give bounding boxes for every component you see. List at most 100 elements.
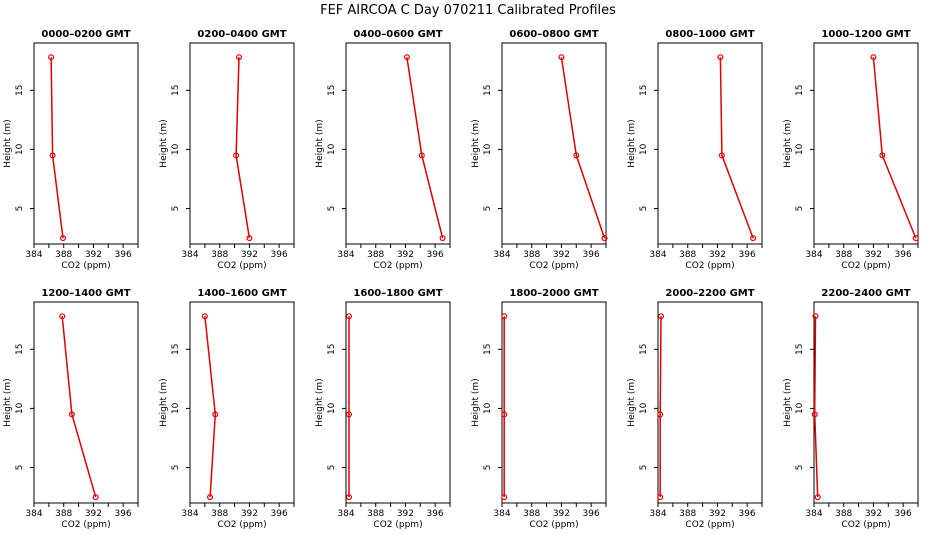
x-tick-label: 388 [835, 250, 852, 260]
y-tick-label: 10 [795, 402, 805, 414]
data-point [345, 494, 352, 501]
profile-line [813, 316, 819, 498]
data-point [59, 235, 66, 242]
panel-title: 0200–0400 GMT [197, 29, 286, 40]
data-point [912, 235, 919, 242]
data-point [345, 313, 352, 320]
panel-title: 1000–1200 GMT [821, 29, 910, 40]
x-tick-label: 396 [115, 250, 132, 260]
panel: 0000–0200 GMT 384 388 392 396 5 10 15 CO2 (ppm) H… [3, 29, 139, 271]
panel: 1400–1600 GMT 384 388 392 396 5 10 15 CO2 (ppm) H… [159, 288, 295, 530]
data-point [439, 235, 446, 242]
x-tick-label: 388 [523, 250, 540, 260]
x-tick-label: 388 [367, 509, 384, 519]
y-tick-label: 15 [327, 85, 337, 96]
figure-title: FEF AIRCOA C Day 070211 Calibrated Profi… [320, 3, 616, 18]
y-tick-label: 5 [327, 465, 337, 471]
x-tick-label: 384 [337, 250, 354, 260]
y-tick-label: 15 [171, 344, 181, 355]
x-axis-label: CO2 (ppm) [685, 261, 734, 271]
data-point [48, 54, 55, 61]
y-tick-label: 5 [639, 465, 649, 471]
data-point [657, 313, 664, 320]
profile-line [560, 57, 606, 239]
panel: 2200–2400 GMT 384 388 392 396 5 10 15 CO2 (ppm) H… [783, 288, 919, 530]
panel-title: 0000–0200 GMT [41, 29, 130, 40]
x-tick-label: 388 [523, 509, 540, 519]
data-point [212, 411, 219, 418]
data-point [814, 494, 821, 501]
panel-title: 1400–1600 GMT [197, 288, 286, 299]
y-tick-label: 15 [483, 85, 493, 96]
plot-frame [345, 42, 451, 245]
panel: 0200–0400 GMT 384 388 392 396 5 10 15 CO2 (ppm) H… [159, 29, 295, 271]
x-tick-label: 392 [397, 250, 414, 260]
y-tick-label: 5 [795, 465, 805, 471]
y-tick-label: 5 [171, 206, 181, 212]
data-point [49, 152, 56, 159]
data-point [207, 494, 214, 501]
data-point [879, 152, 886, 159]
x-tick-label: 388 [367, 250, 384, 260]
x-axis-label: CO2 (ppm) [841, 261, 890, 271]
x-tick-label: 384 [25, 509, 42, 519]
x-axis-label: CO2 (ppm) [373, 261, 422, 271]
y-tick-label: 15 [15, 344, 25, 355]
x-axis-label: CO2 (ppm) [529, 520, 578, 530]
data-point [717, 54, 724, 61]
y-tick-label: 10 [171, 143, 181, 155]
panel: 1200–1400 GMT 384 388 392 396 5 10 15 CO2 (ppm) H… [3, 288, 139, 530]
y-tick-label: 15 [795, 85, 805, 96]
y-tick-label: 10 [15, 402, 25, 414]
x-tick-label: 388 [679, 250, 696, 260]
y-tick-label: 10 [15, 143, 25, 155]
x-tick-label: 384 [181, 509, 198, 519]
y-tick-label: 15 [15, 85, 25, 96]
x-axis-label: CO2 (ppm) [61, 520, 110, 530]
y-tick-label: 10 [327, 143, 337, 155]
data-point [718, 152, 725, 159]
data-point [501, 411, 508, 418]
data-point [68, 411, 75, 418]
panel-title: 2200–2400 GMT [821, 288, 910, 299]
x-tick-label: 396 [895, 509, 912, 519]
x-tick-label: 392 [85, 250, 102, 260]
profile-line [235, 57, 251, 239]
x-tick-label: 388 [679, 509, 696, 519]
panel: 0600–0800 GMT 384 388 392 396 5 10 15 CO2 (ppm) H… [471, 29, 608, 271]
x-axis-label: CO2 (ppm) [61, 261, 110, 271]
data-point [233, 152, 240, 159]
data-point [92, 494, 99, 501]
profile-line [659, 316, 662, 498]
x-tick-label: 388 [55, 509, 72, 519]
y-tick-label: 15 [639, 344, 649, 355]
panel-title: 0800–1000 GMT [665, 29, 754, 40]
y-tick-label: 15 [639, 85, 649, 96]
panel: 2000–2200 GMT 384 388 392 396 5 10 15 CO2 (ppm) H… [627, 288, 763, 530]
y-tick-label: 5 [327, 206, 337, 212]
x-tick-label: 384 [805, 509, 822, 519]
x-tick-label: 396 [427, 509, 444, 519]
y-axis-label: Height (m) [315, 378, 325, 426]
panel-title: 0600–0800 GMT [509, 29, 598, 40]
y-tick-label: 10 [483, 402, 493, 414]
plot-frame [33, 42, 139, 245]
y-tick-label: 15 [483, 344, 493, 355]
x-tick-label: 392 [397, 509, 414, 519]
y-tick-label: 10 [171, 402, 181, 414]
plot-frame [813, 301, 919, 504]
x-tick-label: 388 [835, 509, 852, 519]
plot-frame [813, 42, 919, 245]
x-tick-label: 384 [181, 250, 198, 260]
x-tick-label: 392 [241, 509, 258, 519]
x-tick-label: 384 [649, 509, 666, 519]
y-tick-label: 5 [171, 465, 181, 471]
panel: 0800–1000 GMT 384 388 392 396 5 10 15 CO2 (ppm) H… [627, 29, 763, 271]
profile-line [406, 57, 444, 239]
y-axis-label: Height (m) [159, 119, 169, 167]
y-axis-label: Height (m) [627, 119, 637, 167]
panel-title: 1200–1400 GMT [41, 288, 130, 299]
data-point [812, 313, 819, 320]
x-axis-label: CO2 (ppm) [529, 261, 578, 271]
